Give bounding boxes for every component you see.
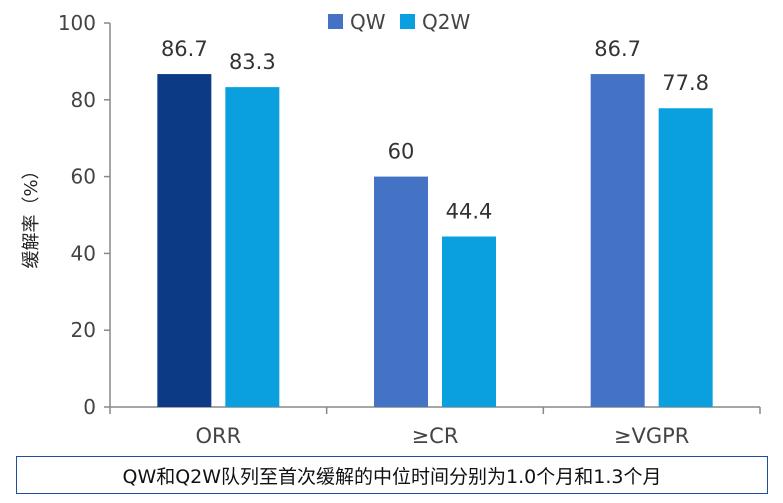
legend: QW Q2W	[328, 10, 470, 34]
caption-text: QW和Q2W队列至首次缓解的中位时间分别为1.0个月和1.3个月	[122, 465, 662, 488]
y-tick-label: 40	[71, 241, 96, 265]
legend-label: QW	[350, 10, 386, 34]
legend-swatch	[400, 14, 415, 29]
bar-qw-2	[374, 176, 428, 407]
data-labels: 86.7 83.3 60 44.4 86.7 77.8	[161, 37, 709, 223]
y-tick-label: 60	[71, 165, 96, 189]
data-label: 86.7	[594, 37, 641, 61]
bar-qw-1	[157, 74, 212, 408]
y-tick-label: 20	[71, 318, 96, 342]
x-axis: ORR ≥CR ≥VGPR	[109, 406, 761, 448]
x-tick-label: ≥CR	[412, 424, 459, 448]
y-axis: 0 20 40 60 80 100	[58, 11, 111, 419]
x-tick-label: ORR	[195, 424, 241, 448]
bar-chart: QW Q2W 0 20 40 60 80 100 ORR ≥CR ≥VGPR 86.7 83.3 6…	[21, 10, 761, 448]
bar-qw-3	[590, 74, 645, 408]
data-label: 83.3	[229, 50, 276, 74]
legend-label: Q2W	[422, 10, 470, 34]
caption-box: QW和Q2W队列至首次缓解的中位时间分别为1.0个月和1.3个月	[16, 456, 768, 494]
data-label: 44.4	[446, 200, 493, 224]
x-tick-label: ≥VGPR	[614, 424, 690, 448]
bar-q2w-3	[658, 108, 713, 408]
y-tick-label: 0	[83, 395, 96, 419]
bar-q2w-2	[442, 236, 496, 407]
data-label: 77.8	[662, 71, 709, 95]
y-tick-label: 100	[58, 11, 96, 35]
data-label: 86.7	[161, 37, 208, 61]
legend-swatch	[328, 14, 343, 29]
data-label: 60	[388, 140, 415, 164]
y-tick-label: 80	[71, 88, 96, 112]
y-axis-title: 缓解率（%）	[21, 161, 42, 268]
bars	[157, 74, 713, 408]
bar-q2w-1	[225, 87, 280, 408]
